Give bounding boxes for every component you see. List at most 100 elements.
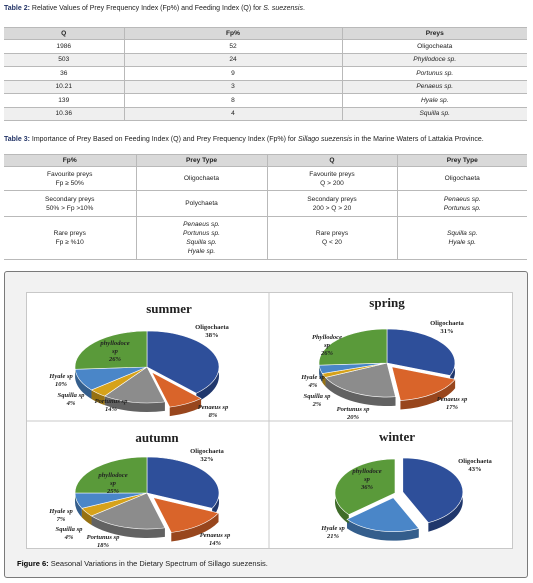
figure-caption-text: Seasonal Variations in the Dietary Spect… [48, 559, 268, 568]
table2-caption: Table 2: Relative Values of Prey Frequen… [4, 5, 305, 12]
table3-cell-line: Favourite preys [309, 170, 355, 178]
figure-caption: Figure 6: Seasonal Variations in the Die… [17, 559, 268, 568]
pie-label: sp [111, 348, 119, 355]
table2: Q Fp% Preys 1986 52 Oligocheata 503 24 Phyllodoc… [4, 27, 527, 121]
table2-cell: 4 [123, 106, 342, 121]
table2-cell: 1986 [4, 39, 124, 54]
figure-6: summer Oligochaeta 38% Penaeus sp 8% Portunus… [4, 271, 528, 578]
pie-title: summer [146, 301, 192, 316]
pie-label: 4% [66, 400, 76, 407]
pie-label: 2% [312, 401, 322, 408]
pie-slice-oligochaeta [402, 457, 464, 524]
pie-label: 10% [55, 381, 68, 388]
pie-label: 14% [105, 406, 118, 413]
pie-slice-phyllodoce-sp [318, 328, 388, 366]
table3-cell-line: Secondary preys [307, 195, 357, 203]
table3-cell-line: Oligochaeta [183, 175, 220, 182]
table2-cell: Oligocheata [341, 39, 527, 54]
pie-label: Squilla sp [56, 526, 84, 533]
pie-label: sp [363, 476, 371, 483]
pie-label: Oligochaeta [190, 448, 224, 455]
pie-slice-side [325, 377, 396, 406]
pie-label: Squilla sp [304, 393, 332, 400]
table-row: Rare preys Fp ≥ %10 Penaeus sp. Portunus sp… [4, 216, 527, 260]
pie-title: spring [369, 295, 405, 310]
pie-label: 14% [209, 540, 222, 547]
table3-cell-line: Secondary preys [45, 195, 95, 203]
table2-cell: 503 [4, 52, 124, 67]
table-row: Secondary preys 50% > Fp >10% Polychaeta Se… [4, 190, 527, 217]
table3-cell: Squilla sp. Hyale sp. [396, 216, 527, 260]
pie-label: Hyale sp [48, 508, 73, 515]
table3-cell-line: Q > 200 [320, 179, 344, 187]
table2-cell: 10.21 [4, 79, 124, 94]
table2-cell: 9 [123, 66, 342, 81]
table-row: 10.21 3 Penaeus sp. [4, 79, 527, 94]
pie-label: 18% [97, 542, 110, 548]
table3-caption-label: Table 3: [4, 136, 30, 143]
pie-label: Oligochaeta [430, 320, 464, 327]
pie-label: Oligochaeta [195, 324, 229, 331]
table3-cell: Secondary preys 50% > Fp >10% [4, 190, 136, 217]
table-row: 36 9 Portunus sp. [4, 66, 527, 81]
table3-cell-line: 200 > Q > 20 [312, 204, 352, 212]
pie-title: autumn [135, 430, 179, 445]
pie-label: phyllodoce [99, 340, 129, 347]
pie-label: 4% [64, 534, 74, 541]
table-row: 139 8 Hyale sp. [4, 93, 527, 108]
pie-slice-penaeus-sp [152, 497, 220, 533]
pie-label: 25% [106, 488, 120, 495]
table3-cell-line: Squilla sp. [186, 239, 217, 246]
table2-cell: 52 [123, 39, 342, 54]
table2-caption-label: Table 2: [4, 5, 30, 12]
table3-cell-line: Oligochaeta [444, 175, 480, 182]
pie-label: 21% [326, 533, 340, 540]
table2-cell: Phyllodoce sp. [341, 52, 527, 67]
table3-cell-line: Hyale sp. [448, 239, 477, 246]
table2-cell: Penaeus sp. [341, 79, 527, 94]
pie-slice-side [91, 515, 165, 538]
pie-label: 26% [108, 356, 122, 363]
table-row: 503 24 Phyllodoce sp. [4, 52, 527, 67]
pie-label: 8% [209, 412, 218, 419]
table3-cell: Penaeus sp. Portunus sp. [396, 190, 527, 217]
table3-cell: Polychaeta [135, 190, 267, 217]
pie-label: Penaeus sp [437, 396, 468, 403]
pie-slice-portunus-sp [324, 362, 396, 398]
pie-slice-penaeus-sp [391, 366, 456, 401]
pie-label: Portunus sp [87, 534, 121, 541]
table3-cell: Rare preys Fp ≥ %10 [4, 216, 136, 260]
table2-cell: Portunus sp. [341, 66, 527, 81]
pie-label: Hyale sp [48, 373, 73, 380]
table2-cell: 139 [4, 93, 124, 108]
pie-slice-portunus-sp [90, 492, 166, 530]
table2-cell: Hyale sp. [341, 93, 527, 108]
pie-slice-side [75, 493, 82, 518]
table2-caption-text: Relative Values of Prey Frequency Index … [29, 5, 264, 12]
pie-label: Portunus sp [95, 398, 129, 405]
table3-cell: Favourite preys Fp ≥ 50% [4, 166, 136, 191]
table3-cell-line: 50% > Fp >10% [46, 204, 94, 212]
table2-cell: 24 [123, 52, 342, 67]
table3-cell-line: Portunus sp. [443, 204, 481, 212]
pie-label: 32% [200, 456, 213, 463]
table3-caption-species: Sillago suezensis [298, 136, 353, 143]
table3-cell-line: Rare preys [53, 230, 86, 237]
pie-slice-side [91, 389, 105, 406]
table-row: 10.36 4 Squilla sp. [4, 106, 527, 121]
pie-label: Oligochaeta [458, 458, 492, 465]
table3-cell-line: Rare preys [315, 230, 349, 237]
table2-cell: 3 [123, 79, 342, 94]
pie-slice-oligochaeta [146, 456, 220, 509]
pie-label: Squilla sp [58, 392, 86, 399]
table3-cell-line: Penaeus sp. [183, 221, 220, 228]
table-row: Favourite preys Fp ≥ 50% Oligochaeta Favour… [4, 166, 527, 191]
table3-caption-text: Importance of Prey Based on Feeding Inde… [29, 136, 299, 143]
pie-label: 38% [205, 332, 218, 339]
table3-caption: Table 3: Importance of Prey Based on Fee… [4, 135, 484, 145]
pie-label: 7% [57, 516, 66, 523]
table3-cell-line: Q < 20 [322, 239, 342, 246]
